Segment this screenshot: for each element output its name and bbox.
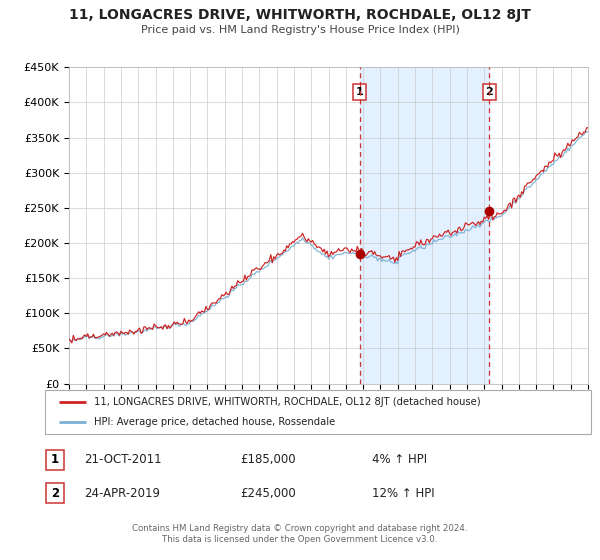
Text: 11, LONGACRES DRIVE, WHITWORTH, ROCHDALE, OL12 8JT (detached house): 11, LONGACRES DRIVE, WHITWORTH, ROCHDALE… — [94, 397, 481, 407]
Text: HPI: Average price, detached house, Rossendale: HPI: Average price, detached house, Ross… — [94, 417, 335, 427]
Text: Contains HM Land Registry data © Crown copyright and database right 2024.: Contains HM Land Registry data © Crown c… — [132, 524, 468, 533]
FancyBboxPatch shape — [45, 390, 591, 434]
Text: This data is licensed under the Open Government Licence v3.0.: This data is licensed under the Open Gov… — [163, 535, 437, 544]
Text: Price paid vs. HM Land Registry's House Price Index (HPI): Price paid vs. HM Land Registry's House … — [140, 25, 460, 35]
Text: £185,000: £185,000 — [240, 453, 296, 466]
Text: 4% ↑ HPI: 4% ↑ HPI — [372, 453, 427, 466]
Text: 12% ↑ HPI: 12% ↑ HPI — [372, 487, 434, 500]
FancyBboxPatch shape — [46, 483, 64, 503]
Text: 24-APR-2019: 24-APR-2019 — [84, 487, 160, 500]
Text: 21-OCT-2011: 21-OCT-2011 — [84, 453, 161, 466]
FancyBboxPatch shape — [46, 450, 64, 470]
Text: 11, LONGACRES DRIVE, WHITWORTH, ROCHDALE, OL12 8JT: 11, LONGACRES DRIVE, WHITWORTH, ROCHDALE… — [69, 8, 531, 22]
Bar — [359, 67, 490, 384]
Text: 2: 2 — [51, 487, 59, 500]
Text: 1: 1 — [51, 453, 59, 466]
Text: 2: 2 — [485, 87, 493, 97]
Text: 1: 1 — [356, 87, 364, 97]
Text: £245,000: £245,000 — [240, 487, 296, 500]
